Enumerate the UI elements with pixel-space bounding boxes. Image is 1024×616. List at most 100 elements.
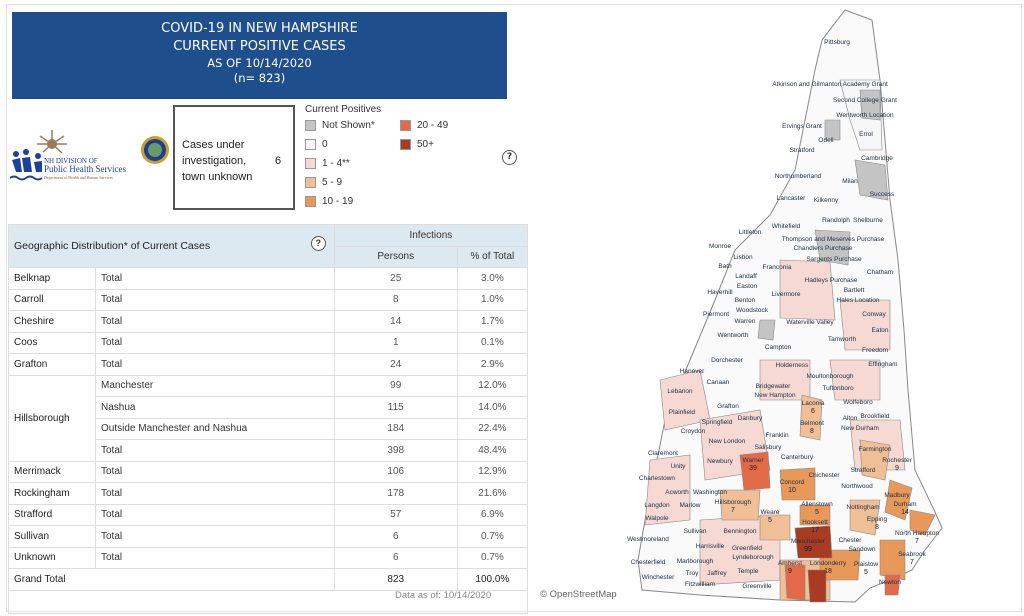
town-label: Tuftonboro xyxy=(822,385,854,392)
town-label-group: Benton xyxy=(735,297,756,304)
legend-item[interactable]: 50+ xyxy=(400,139,434,150)
town-label: Grafton xyxy=(717,403,739,410)
legend-item[interactable]: 0 xyxy=(305,139,328,150)
legend-item[interactable]: 1 - 4** xyxy=(305,158,350,169)
town-label: Westmoreland xyxy=(627,536,669,543)
county-cell: Merrimack xyxy=(8,460,96,483)
town-label-group: Chatham xyxy=(867,269,893,276)
town-label-group: Claremont xyxy=(648,450,678,457)
legend-label: 10 - 19 xyxy=(322,196,354,207)
town-label: Chester xyxy=(839,537,863,544)
town-shape[interactable] xyxy=(794,525,833,559)
town-label: Greenville xyxy=(742,583,772,590)
town-label: Dorchester xyxy=(711,357,744,364)
town-shape[interactable] xyxy=(784,564,806,601)
legend-label: 20 - 49 xyxy=(417,120,449,131)
legend-item[interactable]: 10 - 19 xyxy=(305,196,353,207)
town-shape[interactable] xyxy=(859,89,881,121)
town-shape[interactable] xyxy=(779,467,816,501)
town-shape[interactable] xyxy=(644,454,691,526)
legend-swatch xyxy=(305,177,316,188)
town-label-group: Acworth xyxy=(665,489,689,496)
county-cell: Cheshire xyxy=(8,310,96,333)
town-label-group: Eaton xyxy=(872,327,889,334)
subgroup-cell: Outside Manchester and Nashua xyxy=(95,417,335,440)
town-label: Jaffrey xyxy=(707,570,727,577)
legend-swatch xyxy=(305,196,316,207)
town-label-group: Sullivan xyxy=(684,528,707,535)
town-label-group: Bath xyxy=(718,263,732,270)
legend-label: 5 - 9 xyxy=(322,177,343,188)
town-shape[interactable] xyxy=(839,299,891,351)
town-label: Croydon xyxy=(681,428,706,435)
town-shape[interactable] xyxy=(807,569,827,603)
town-label-group: Lyndeborough xyxy=(732,554,774,561)
town-shape[interactable] xyxy=(757,319,776,341)
town-label-group: Greenfield xyxy=(732,545,762,552)
town-label: Belmont xyxy=(800,420,824,427)
town-label-group: Canterbury xyxy=(781,454,814,461)
town-shape[interactable] xyxy=(879,539,906,581)
pct-cell: 0.1% xyxy=(456,331,529,354)
town-label: Chandlers Purchase xyxy=(794,245,853,252)
openstreetmap-attribution[interactable]: © OpenStreetMap xyxy=(540,589,617,600)
pct-cell: 0.7% xyxy=(456,525,529,548)
town-shape[interactable] xyxy=(799,394,823,441)
town-shape[interactable] xyxy=(884,479,913,521)
town-shape[interactable] xyxy=(824,119,841,141)
unknown-town-value: 6 xyxy=(275,155,282,167)
town-shape[interactable] xyxy=(799,504,831,526)
town-shape[interactable] xyxy=(859,439,891,481)
town-label-group: Effingham xyxy=(868,361,897,368)
town-shape[interactable] xyxy=(909,509,936,536)
town-label-group: Conway xyxy=(862,311,886,318)
persons-header: Persons xyxy=(333,245,458,268)
town-label: Effingham xyxy=(868,361,897,368)
town-shape[interactable] xyxy=(739,451,771,491)
pct-cell: 0.7% xyxy=(456,546,529,569)
town-label-group: Bartlett xyxy=(844,287,865,294)
svg-text:NH DIVISION OF: NH DIVISION OF xyxy=(44,157,98,165)
grand-total-pct: 100.0% xyxy=(456,568,529,591)
town-label: Walpole xyxy=(645,515,669,522)
town-label: Pittsburg xyxy=(824,39,850,46)
table-help-icon[interactable]: ? xyxy=(310,236,326,251)
town-label-group: Madbury xyxy=(884,492,910,499)
town-shape[interactable] xyxy=(829,359,881,401)
pct-cell: 21.6% xyxy=(456,482,529,505)
help-icon[interactable]: ? xyxy=(502,150,517,165)
town-case-count: 5 xyxy=(815,509,819,516)
pct-cell: 3.0% xyxy=(456,267,529,290)
town-shape[interactable] xyxy=(779,259,836,321)
town-label-group: Marlow xyxy=(680,502,701,509)
legend-item[interactable]: Not Shown* xyxy=(305,120,375,131)
pct-cell: 22.4% xyxy=(456,417,529,440)
town-case-count: 5 xyxy=(864,569,868,576)
table-row: Grafton Total 24 2.9% xyxy=(8,353,529,376)
legend-item[interactable]: 5 - 9 xyxy=(305,177,342,188)
town-shape[interactable] xyxy=(884,574,901,596)
town-label: Bath xyxy=(718,263,732,270)
town-label-group: Bennington xyxy=(724,528,757,535)
town-shape[interactable] xyxy=(854,159,889,201)
town-label-group: Lebanon xyxy=(667,388,693,395)
legend-item[interactable]: 20 - 49 xyxy=(400,120,448,131)
persons-cell: 99 xyxy=(333,374,458,397)
legend-label: 0 xyxy=(322,139,328,150)
town-shape[interactable] xyxy=(849,499,881,536)
town-label: Freedom xyxy=(862,347,888,354)
town-label-group: Livermore xyxy=(772,291,801,298)
persons-cell: 178 xyxy=(333,482,458,505)
town-label: Success xyxy=(870,191,895,198)
town-label: Cambridge xyxy=(861,155,893,162)
town-label-group: Langdon xyxy=(644,502,670,509)
town-shape[interactable] xyxy=(759,514,791,541)
nh-town-map[interactable]: Pittsburg Atkinson and Gilmanton Academy … xyxy=(600,0,1020,616)
town-shape[interactable] xyxy=(814,229,851,266)
town-case-count: 7 xyxy=(731,507,735,514)
town-label: Danbury xyxy=(738,415,763,422)
town-label: Harrisville xyxy=(696,543,725,550)
town-label: Hillsborough xyxy=(715,499,752,506)
